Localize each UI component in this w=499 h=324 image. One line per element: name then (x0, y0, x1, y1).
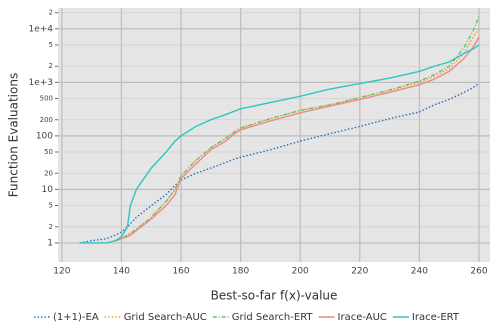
x-tick-label: 220 (351, 267, 368, 277)
y-tick-label: 5 (49, 41, 53, 49)
series-line (115, 28, 480, 242)
y-tick-label: 50 (44, 148, 53, 156)
legend-label: Irace-ERT (412, 312, 460, 323)
x-tick-label: 260 (470, 267, 487, 277)
series-line (115, 36, 480, 242)
series-line (115, 16, 480, 242)
y-tick-label: 2 (49, 223, 53, 231)
y-tick-label: 20 (44, 169, 53, 177)
y-tick-label: 500 (40, 94, 53, 102)
y-tick-label: 10 (42, 185, 54, 195)
y-tick-label: 200 (40, 116, 53, 124)
series-line (79, 44, 480, 244)
y-tick-label: 1e+3 (28, 78, 53, 88)
legend-label: Grid Search-AUC (124, 312, 207, 323)
x-tick-label: 120 (53, 267, 70, 277)
legend-label: Grid Search-ERT (232, 312, 314, 323)
x-axis-title: Best-so-far f(x)-value (211, 289, 338, 303)
legend: (1+1)-EA Grid Search-AUC Grid Search-ERT Ir… (34, 312, 460, 323)
y-tick-label: 1e+4 (28, 24, 53, 34)
x-tick-label: 140 (113, 267, 130, 277)
plot-background (58, 8, 490, 262)
x-tick-label: 180 (232, 267, 249, 277)
x-tick-label: 200 (292, 267, 309, 277)
series-line (79, 82, 480, 244)
y-tick-label: 100 (36, 131, 53, 141)
x-tick-label: 160 (172, 267, 189, 277)
y-tick-label: 2 (49, 9, 53, 17)
y-axis-title: Function Evaluations (7, 73, 21, 197)
y-tick-label: 1 (47, 238, 53, 248)
x-tick-label: 240 (411, 267, 428, 277)
y-tick-label: 2 (49, 62, 53, 70)
y-tick-label: 5 (49, 202, 53, 210)
legend-label: Irace-AUC (338, 312, 387, 323)
legend-label: (1+1)-EA (53, 312, 99, 323)
